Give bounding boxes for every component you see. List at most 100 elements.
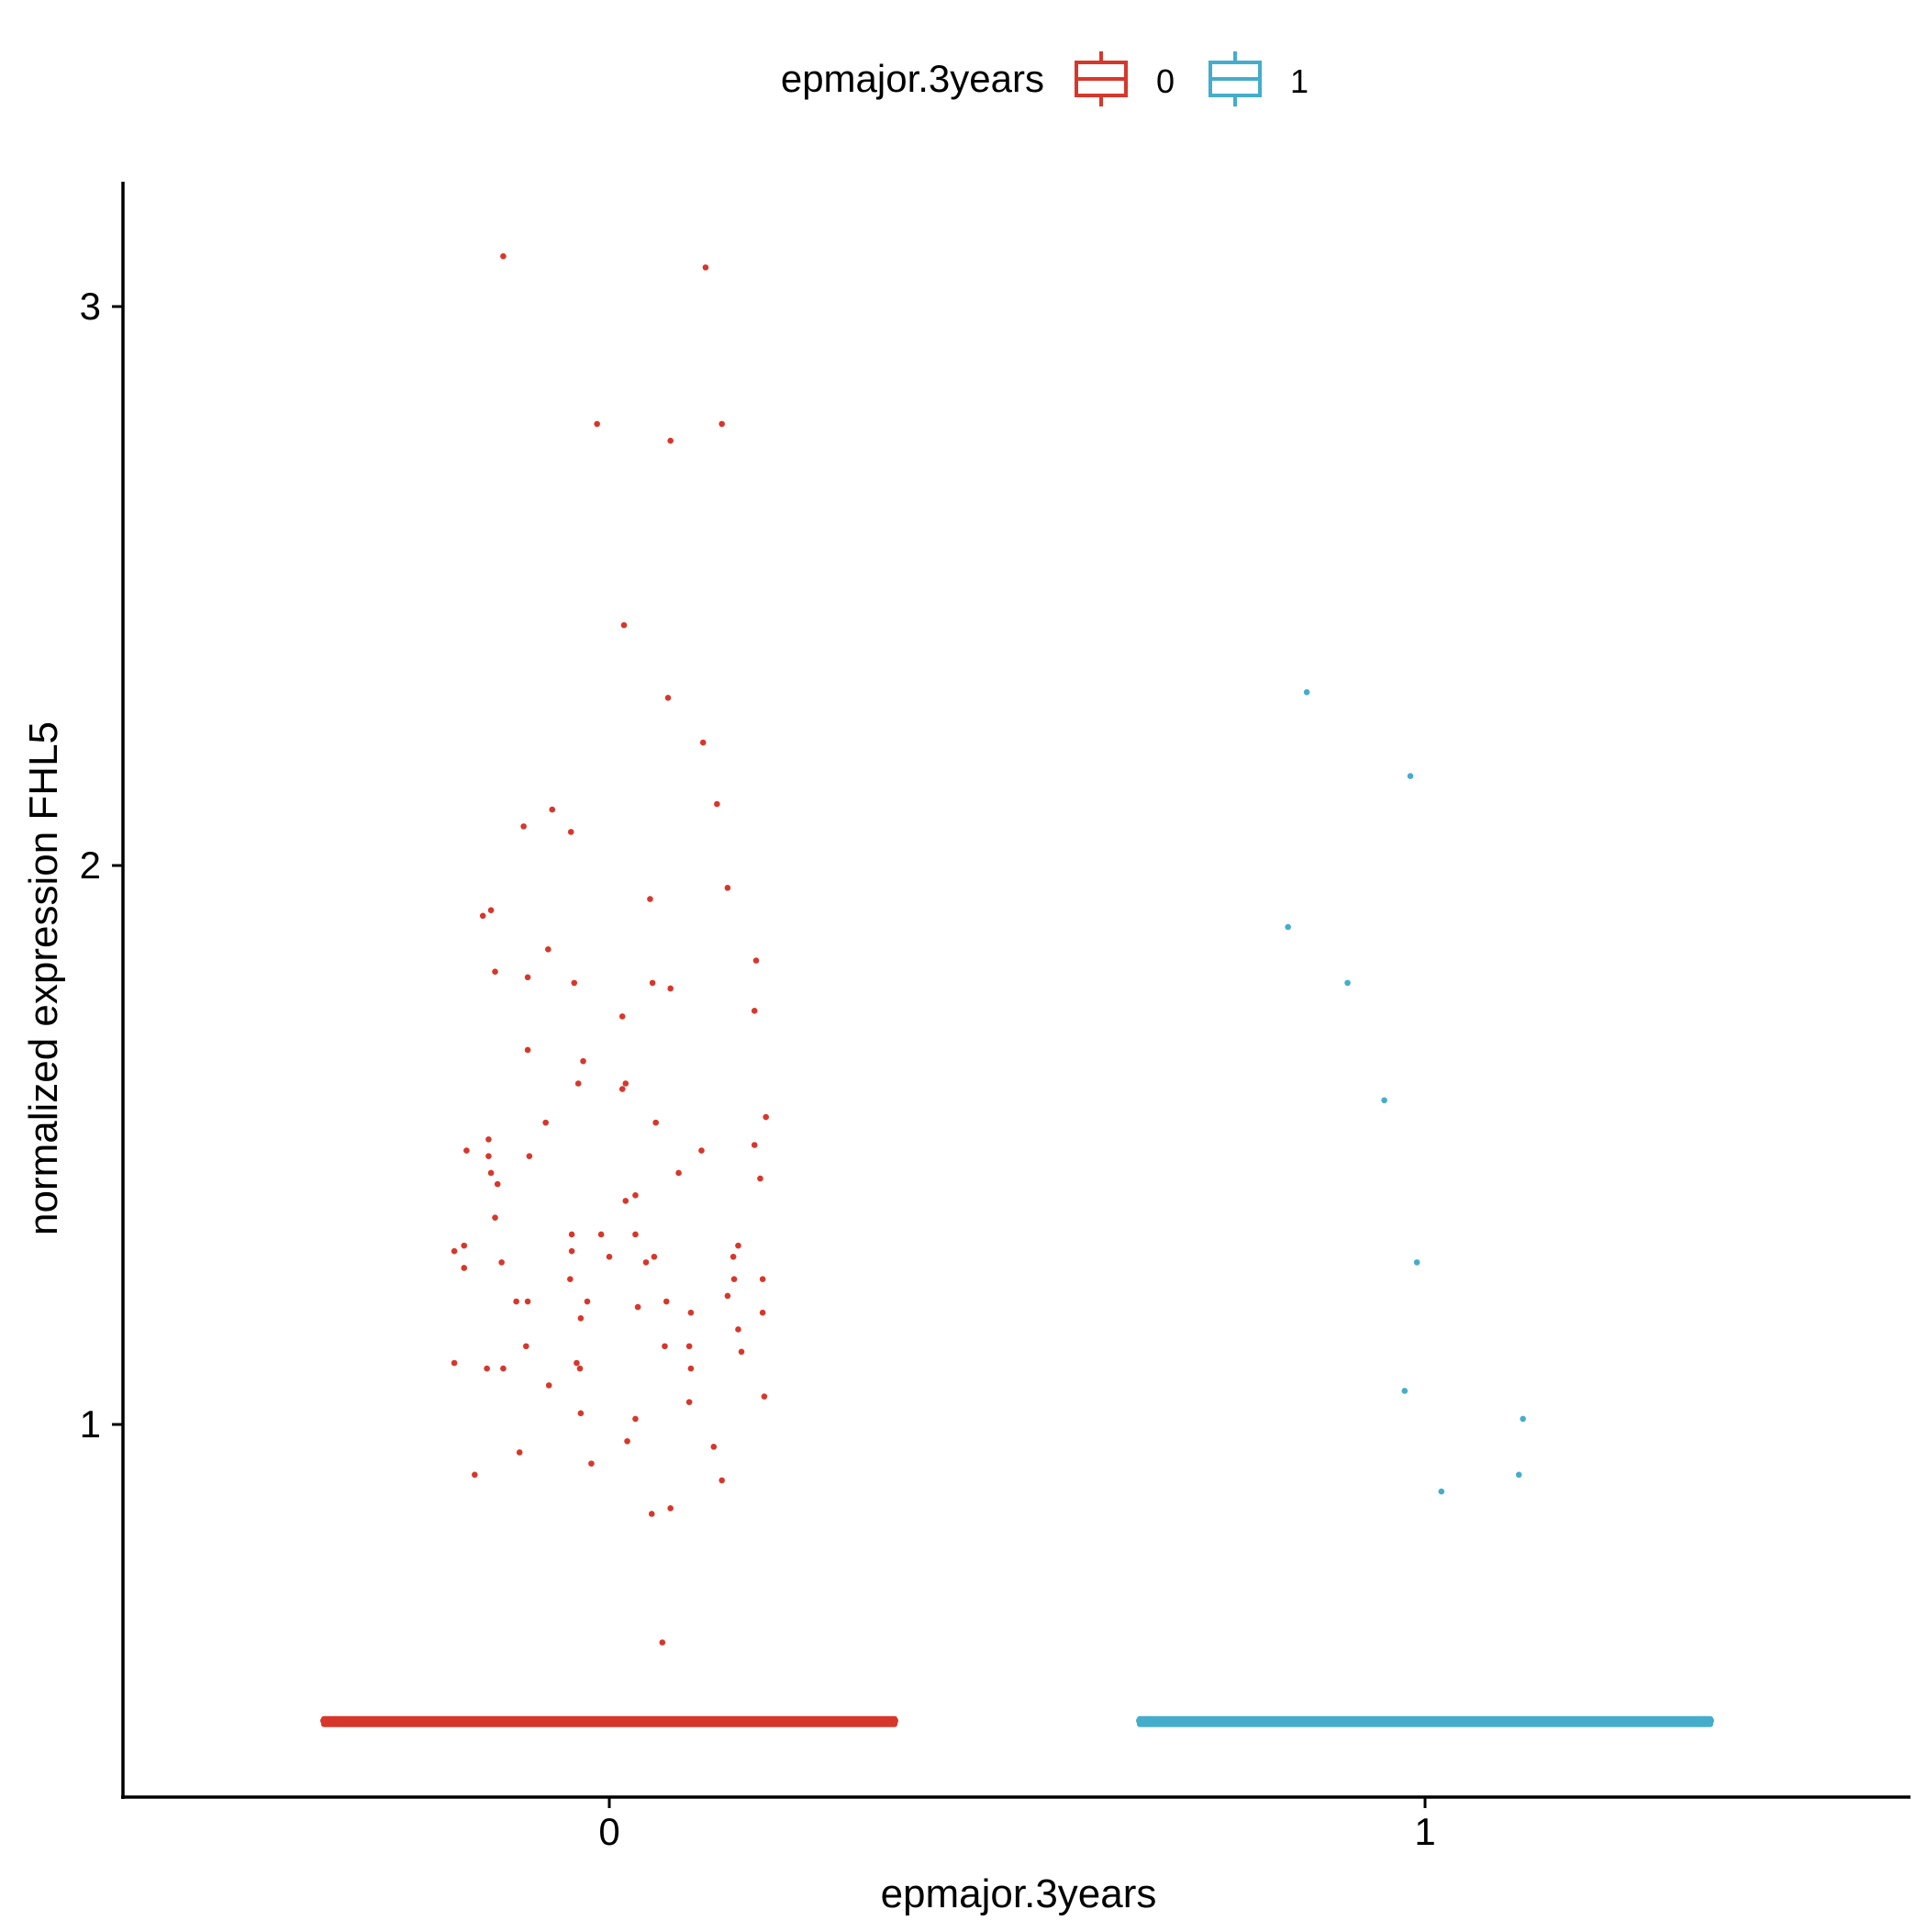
data-point-1 <box>1344 979 1351 987</box>
data-point-0 <box>588 1460 595 1467</box>
legend-key-0 <box>1075 51 1128 106</box>
data-point-0 <box>568 1231 575 1238</box>
data-point-0 <box>524 974 531 981</box>
data-point-0 <box>659 1639 666 1646</box>
legend-title: epmajor.3years <box>781 57 1044 100</box>
data-point-0 <box>618 1086 626 1092</box>
data-point-0 <box>545 946 551 953</box>
data-point-0 <box>667 1505 674 1512</box>
data-point-0 <box>667 985 674 992</box>
points <box>451 252 1526 1646</box>
data-point-0 <box>763 1113 769 1121</box>
data-point-1 <box>1401 1388 1409 1394</box>
data-point-0 <box>451 1359 458 1367</box>
data-point-0 <box>526 1153 533 1159</box>
data-point-0 <box>479 912 486 920</box>
data-point-0 <box>759 1276 766 1282</box>
data-point-0 <box>549 806 556 813</box>
data-point-0 <box>757 1175 763 1182</box>
legend-key-1 <box>1209 51 1262 106</box>
data-point-0 <box>702 264 709 271</box>
data-point-0 <box>492 968 498 976</box>
data-point-0 <box>545 1382 552 1389</box>
data-point-0 <box>663 1298 670 1305</box>
data-point-0 <box>568 1247 575 1255</box>
data-point-0 <box>484 1365 490 1372</box>
data-point-0 <box>485 1136 492 1143</box>
x-axis-label: epmajor.3years <box>881 1871 1157 1916</box>
x-tick-label: 0 <box>598 1810 619 1853</box>
legend-label-0: 0 <box>1156 62 1175 100</box>
data-point-0 <box>698 1147 705 1154</box>
data-point-0 <box>761 1393 768 1400</box>
data-point-0 <box>584 1298 591 1305</box>
data-point-0 <box>751 1142 758 1148</box>
data-point-0 <box>685 1399 693 1405</box>
data-point-1 <box>1520 1415 1526 1423</box>
data-point-0 <box>710 1444 718 1450</box>
data-point-0 <box>577 1410 585 1417</box>
data-point-0 <box>516 1449 523 1456</box>
data-point-0 <box>687 1309 695 1316</box>
y-tick-label: 1 <box>80 1402 101 1446</box>
data-point-0 <box>524 1046 531 1054</box>
data-point-0 <box>498 1259 505 1266</box>
data-point-0 <box>648 1511 655 1517</box>
data-point-0 <box>735 1326 741 1333</box>
data-point-0 <box>461 1265 468 1271</box>
data-point-0 <box>662 1343 668 1350</box>
data-point-0 <box>618 1013 626 1020</box>
data-point-0 <box>652 1119 659 1126</box>
data-point-0 <box>461 1242 468 1249</box>
data-point-1 <box>1413 1259 1420 1266</box>
data-point-0 <box>451 1247 458 1255</box>
data-point-0 <box>577 1314 585 1322</box>
data-point-0 <box>574 1080 582 1087</box>
data-point-0 <box>649 979 656 987</box>
data-point-0 <box>622 1080 629 1087</box>
data-point-0 <box>542 1119 549 1126</box>
data-point-0 <box>620 621 628 629</box>
data-point-0 <box>699 739 707 746</box>
data-point-0 <box>494 1180 501 1188</box>
data-point-0 <box>667 437 674 444</box>
data-point-0 <box>718 1477 725 1484</box>
data-point-0 <box>624 1437 630 1445</box>
data-point-0 <box>513 1298 519 1305</box>
data-point-0 <box>685 1343 693 1350</box>
data-point-0 <box>632 1415 639 1423</box>
data-point-0 <box>718 420 725 428</box>
data-point-0 <box>520 823 527 830</box>
data-point-1 <box>1285 923 1291 931</box>
data-point-0 <box>567 1276 574 1282</box>
data-point-0 <box>724 1292 731 1300</box>
data-point-0 <box>632 1231 639 1238</box>
data-point-0 <box>597 1231 605 1238</box>
data-point-1 <box>1515 1471 1522 1479</box>
legend-label-1: 1 <box>1290 62 1309 100</box>
data-point-0 <box>472 1471 478 1479</box>
data-point-0 <box>524 1298 531 1305</box>
data-point-0 <box>675 1169 682 1177</box>
data-point-1 <box>1303 688 1310 696</box>
legend: epmajor.3years 0 1 <box>781 51 1309 106</box>
x-tick-label: 1 <box>1414 1810 1435 1853</box>
data-point-0 <box>759 1309 766 1316</box>
data-point-0 <box>730 1276 738 1282</box>
boxes <box>320 1715 1714 1727</box>
data-point-0 <box>622 1198 629 1204</box>
data-point-0 <box>751 1008 758 1014</box>
data-point-0 <box>580 1057 586 1065</box>
data-point-0 <box>642 1259 650 1266</box>
y-axis-label: normalized expression FHL5 <box>21 721 66 1235</box>
data-point-0 <box>523 1343 529 1350</box>
data-point-0 <box>574 1359 580 1367</box>
data-point-0 <box>463 1147 470 1154</box>
data-point-0 <box>634 1303 641 1311</box>
data-point-0 <box>492 1214 498 1221</box>
y-tick-label: 2 <box>80 843 101 887</box>
